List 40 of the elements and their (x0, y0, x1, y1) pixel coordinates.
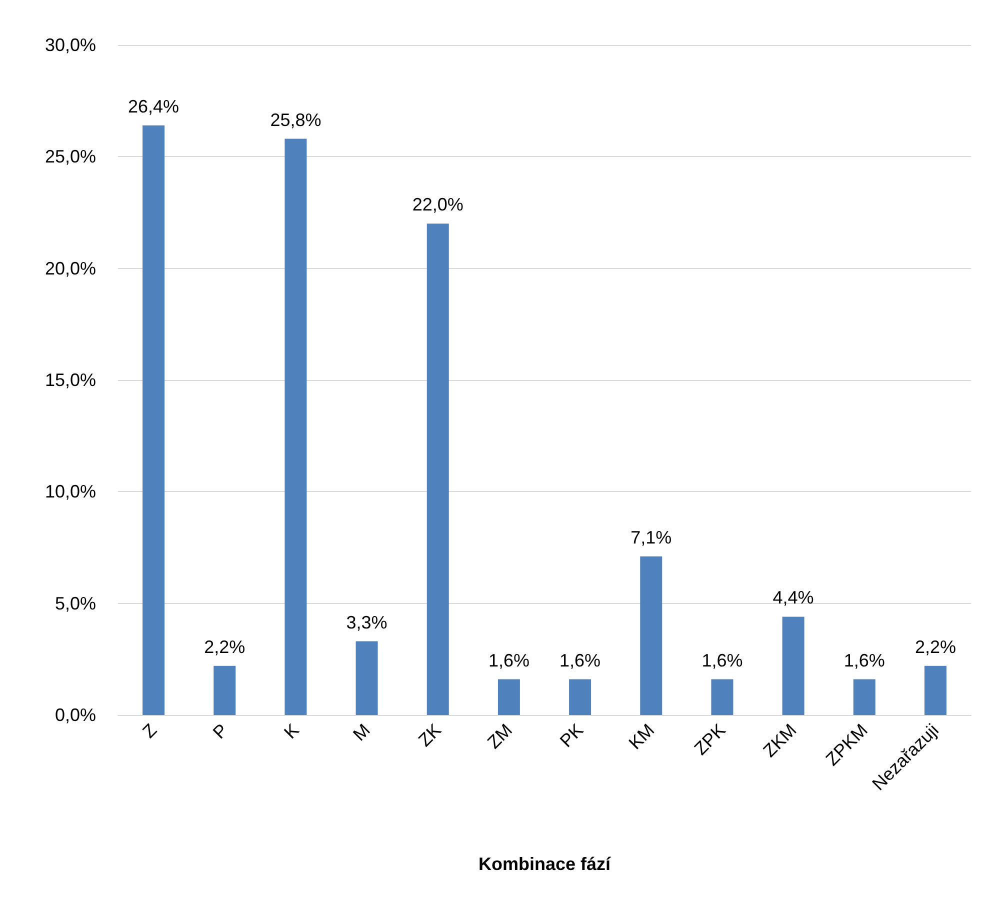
bar (569, 679, 592, 715)
y-tick-label: 0,0% (54, 705, 96, 725)
bar (356, 641, 378, 715)
data-label: 4,4% (772, 588, 814, 608)
bar (426, 224, 449, 715)
bar (498, 679, 520, 715)
bar (853, 679, 876, 715)
x-tick-label: P (209, 720, 232, 743)
data-label: 22,0% (412, 194, 464, 215)
data-label: 1,6% (702, 650, 743, 670)
data-label: 1,6% (560, 650, 601, 670)
y-tick-label: 15,0% (44, 370, 96, 390)
y-tick-label: 10,0% (44, 482, 96, 502)
data-label: 2,2% (914, 636, 956, 657)
bar (214, 666, 236, 715)
data-label: 7,1% (630, 527, 672, 548)
y-tick-label: 20,0% (44, 258, 96, 278)
data-label: 1,6% (488, 650, 530, 670)
x-tick-label: M (349, 720, 374, 745)
x-tick-label: ZK (414, 720, 445, 750)
x-tick-label: K (280, 720, 303, 743)
x-tick-label: Z (138, 720, 161, 742)
data-label: 1,6% (844, 650, 885, 670)
x-axis-title: Kombinace fází (478, 854, 612, 874)
y-tick-label: 5,0% (54, 593, 96, 614)
x-tick-label: PK (556, 720, 588, 752)
x-tick-label: KM (624, 720, 658, 754)
data-label: 2,2% (204, 636, 246, 657)
bar (782, 616, 804, 715)
y-tick-label: 25,0% (44, 146, 96, 167)
bar (284, 138, 307, 715)
data-label: 25,8% (270, 110, 322, 130)
y-tick-label: 30,0% (44, 35, 96, 55)
bar (924, 666, 946, 715)
x-tick-label: ZM (484, 720, 516, 752)
bar (640, 556, 662, 715)
bar (142, 125, 165, 715)
data-label: 3,3% (346, 612, 388, 632)
bar (711, 679, 734, 715)
data-label: 26,4% (128, 96, 180, 116)
